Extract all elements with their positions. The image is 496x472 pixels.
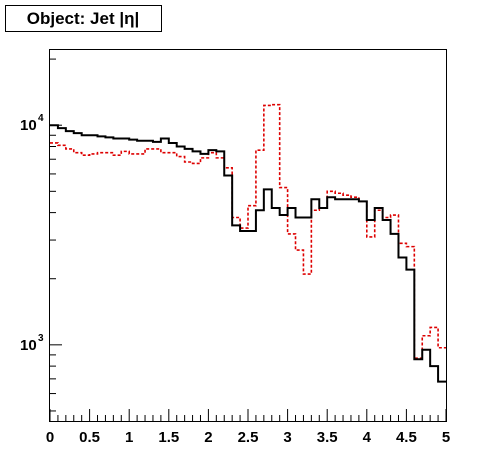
x-tick-label: 0.5 xyxy=(79,429,100,446)
y-tick-exponent: 4 xyxy=(38,113,44,124)
y-tick-exponent: 3 xyxy=(38,333,44,344)
chart-title: Object: Jet |η| xyxy=(27,9,139,28)
y-tick-label: 10 4 xyxy=(20,113,44,134)
series-black-solid-line xyxy=(50,124,446,383)
x-tick-label: 1 xyxy=(125,429,133,446)
x-tick-label: 5 xyxy=(442,429,450,446)
x-axis: 0 0.5 1 1.5 2 2.5 3 3.5 4 4.5 5 xyxy=(46,409,450,446)
y-tick-label: 10 3 xyxy=(20,333,44,354)
chart-title-box: Object: Jet |η| xyxy=(5,5,162,32)
y-tick-base: 10 xyxy=(20,337,37,354)
x-tick-label: 0 xyxy=(46,429,54,446)
y-tick-base: 10 xyxy=(20,117,37,134)
x-tick-label: 3 xyxy=(283,429,291,446)
title-frame xyxy=(5,5,162,32)
x-tick-label: 3.5 xyxy=(317,429,338,446)
plot-frame xyxy=(49,49,447,422)
x-tick-label: 2.5 xyxy=(238,429,259,446)
x-tick-label: 2 xyxy=(204,429,212,446)
x-tick-label: 4 xyxy=(363,429,372,446)
series-layer xyxy=(50,103,446,383)
x-tick-label: 1.5 xyxy=(158,429,179,446)
x-tick-label: 4.5 xyxy=(396,429,417,446)
